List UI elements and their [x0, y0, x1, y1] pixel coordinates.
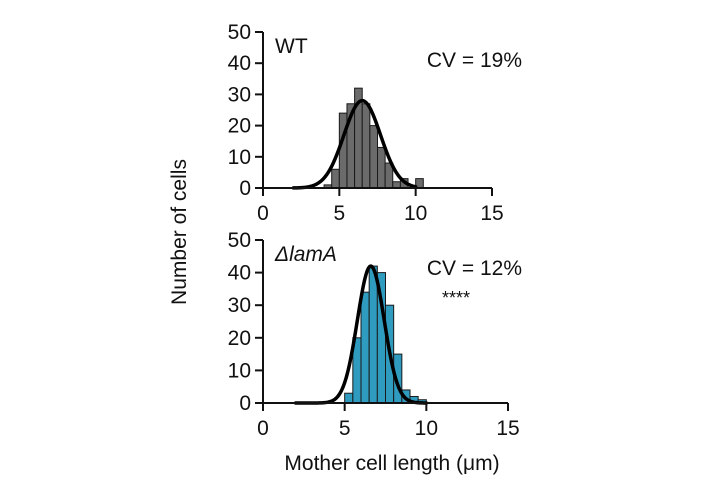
shared-x-axis-title: Mother cell length (μm) — [284, 452, 499, 475]
x-tick-label: 15 — [496, 417, 519, 440]
y-tick-label: 0 — [239, 177, 251, 200]
x-tick-label: 0 — [257, 202, 269, 225]
y-tick-label: 30 — [228, 294, 251, 317]
histogram-bar — [331, 168, 340, 189]
histogram-bar — [360, 291, 370, 404]
y-tick-label: 50 — [228, 21, 251, 44]
y-tick-label: 30 — [228, 83, 251, 106]
y-tick-label: 10 — [228, 146, 251, 169]
panel-bottom: 0 10 20 30 40 50 0 5 10 15 ΔlamA CV = 12% **** — [228, 229, 522, 440]
panel-top: 0 10 20 30 40 50 0 5 10 15 WT CV = 19% — [228, 21, 522, 225]
y-tick-label: 50 — [228, 229, 251, 252]
histogram-bar — [344, 392, 354, 404]
significance-stars: **** — [442, 288, 470, 308]
x-tick-label: 0 — [257, 417, 269, 440]
y-tick-label: 20 — [228, 327, 251, 350]
gaussian-fit-curve — [291, 98, 418, 190]
x-tick-label: 10 — [415, 417, 438, 440]
y-tick-label: 10 — [228, 359, 251, 382]
y-tick-label: 0 — [239, 392, 251, 415]
histogram-bar — [368, 265, 378, 404]
histogram-bar — [369, 125, 378, 189]
cv-annotation: CV = 19% — [427, 49, 522, 72]
x-tick-label: 15 — [480, 202, 503, 225]
x-tick-label: 5 — [339, 417, 351, 440]
shared-y-axis-title: Number of cells — [168, 159, 191, 305]
histogram-bar — [377, 146, 386, 189]
x-tick-label: 5 — [333, 202, 345, 225]
panel-label-top: WT — [275, 35, 308, 58]
x-tick-label: 10 — [404, 202, 427, 225]
y-tick-label: 20 — [228, 115, 251, 138]
y-tick-label: 40 — [228, 52, 251, 75]
y-tick-label: 40 — [228, 262, 251, 285]
cv-annotation: CV = 12% — [427, 257, 522, 280]
panel-label-bottom: ΔlamA — [274, 243, 337, 266]
histogram-bar — [361, 103, 371, 189]
